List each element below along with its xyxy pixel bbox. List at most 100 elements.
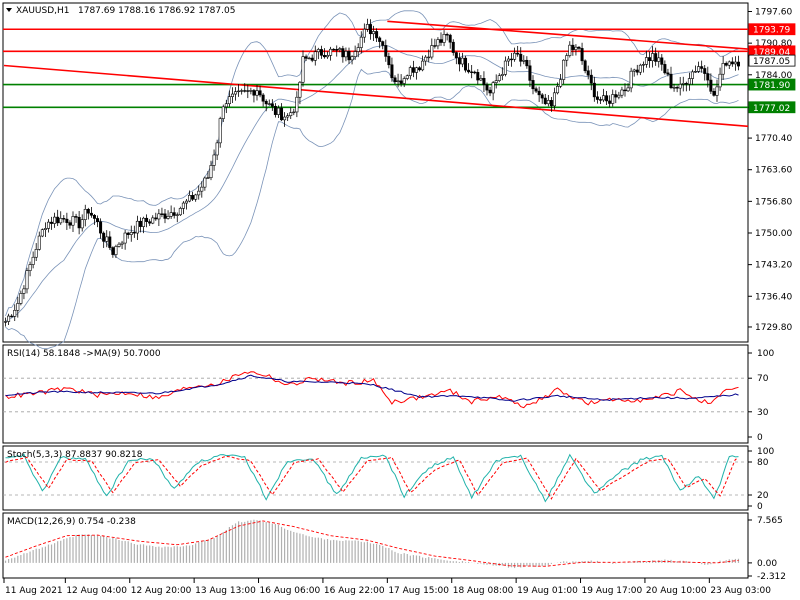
- candle[interactable]: [68, 220, 72, 229]
- candle[interactable]: [694, 65, 698, 73]
- candle[interactable]: [396, 73, 400, 88]
- candle[interactable]: [479, 75, 483, 82]
- candle[interactable]: [592, 76, 596, 102]
- candle[interactable]: [365, 18, 369, 32]
- candle[interactable]: [562, 59, 566, 85]
- candle[interactable]: [730, 57, 734, 67]
- candle[interactable]: [224, 99, 228, 114]
- candle[interactable]: [62, 215, 66, 223]
- candle[interactable]: [589, 69, 593, 91]
- candle[interactable]: [50, 216, 54, 230]
- candle[interactable]: [556, 82, 560, 95]
- candle[interactable]: [246, 84, 250, 99]
- candle[interactable]: [356, 43, 360, 58]
- candle[interactable]: [467, 63, 471, 74]
- candle[interactable]: [565, 53, 569, 67]
- candle[interactable]: [59, 211, 63, 225]
- candle[interactable]: [181, 201, 185, 215]
- candle[interactable]: [310, 54, 314, 63]
- candle[interactable]: [491, 80, 495, 101]
- candle[interactable]: [350, 55, 354, 65]
- candle[interactable]: [525, 56, 529, 69]
- candle[interactable]: [546, 95, 550, 107]
- candle[interactable]: [519, 47, 523, 67]
- candle[interactable]: [71, 211, 75, 232]
- candle[interactable]: [80, 214, 84, 232]
- candle[interactable]: [261, 93, 265, 107]
- candle[interactable]: [89, 207, 93, 218]
- candle[interactable]: [283, 112, 287, 127]
- candle[interactable]: [322, 48, 326, 59]
- candle[interactable]: [157, 209, 161, 227]
- candle[interactable]: [368, 19, 372, 40]
- candle[interactable]: [359, 31, 363, 54]
- candle[interactable]: [712, 88, 716, 97]
- candle[interactable]: [264, 99, 268, 112]
- candle[interactable]: [243, 83, 247, 93]
- candle[interactable]: [617, 91, 621, 100]
- candle[interactable]: [448, 33, 452, 49]
- candle[interactable]: [218, 116, 222, 148]
- candle[interactable]: [651, 46, 655, 68]
- candle[interactable]: [470, 65, 474, 79]
- candle[interactable]: [375, 28, 379, 43]
- candle[interactable]: [108, 231, 112, 250]
- candle[interactable]: [22, 285, 26, 300]
- candle[interactable]: [644, 50, 648, 68]
- candle[interactable]: [427, 49, 431, 63]
- candle[interactable]: [424, 55, 428, 66]
- candle[interactable]: [188, 190, 192, 203]
- candle[interactable]: [703, 65, 707, 81]
- candle[interactable]: [43, 222, 47, 237]
- candle[interactable]: [436, 37, 440, 50]
- candle[interactable]: [457, 52, 461, 72]
- candle[interactable]: [221, 104, 225, 122]
- candle[interactable]: [473, 70, 477, 75]
- candle[interactable]: [166, 210, 170, 220]
- candle[interactable]: [169, 205, 173, 219]
- candle[interactable]: [344, 47, 348, 62]
- candle[interactable]: [215, 139, 219, 161]
- candle[interactable]: [675, 85, 679, 93]
- candle[interactable]: [289, 107, 293, 120]
- candle[interactable]: [86, 207, 90, 220]
- candle[interactable]: [666, 68, 670, 77]
- trendline[interactable]: [3, 64, 749, 128]
- candle[interactable]: [227, 90, 231, 107]
- candle[interactable]: [574, 44, 578, 56]
- candle[interactable]: [605, 91, 609, 105]
- candle[interactable]: [347, 47, 351, 64]
- candle[interactable]: [319, 45, 323, 59]
- candle[interactable]: [206, 171, 210, 179]
- candle[interactable]: [485, 82, 489, 96]
- candle[interactable]: [255, 84, 259, 101]
- candle[interactable]: [638, 63, 642, 76]
- candle[interactable]: [602, 88, 606, 103]
- candle[interactable]: [135, 215, 139, 241]
- candle[interactable]: [571, 38, 575, 56]
- candle[interactable]: [672, 83, 676, 92]
- candle[interactable]: [629, 67, 633, 93]
- candle[interactable]: [709, 73, 713, 95]
- candle[interactable]: [531, 75, 535, 95]
- candle[interactable]: [577, 46, 581, 51]
- candle[interactable]: [4, 317, 8, 327]
- candle[interactable]: [414, 66, 418, 80]
- candle[interactable]: [326, 51, 330, 59]
- candle[interactable]: [549, 97, 553, 112]
- candle[interactable]: [197, 185, 201, 200]
- candle[interactable]: [408, 65, 412, 80]
- candle[interactable]: [114, 244, 118, 259]
- candle[interactable]: [460, 52, 464, 68]
- candle[interactable]: [727, 60, 731, 70]
- candle[interactable]: [172, 207, 176, 219]
- candle[interactable]: [421, 55, 425, 72]
- candle[interactable]: [736, 55, 740, 71]
- candle[interactable]: [154, 212, 158, 221]
- candle[interactable]: [497, 73, 501, 83]
- candle[interactable]: [598, 96, 602, 104]
- candle[interactable]: [111, 246, 115, 258]
- candle[interactable]: [559, 74, 563, 89]
- candle[interactable]: [669, 66, 673, 90]
